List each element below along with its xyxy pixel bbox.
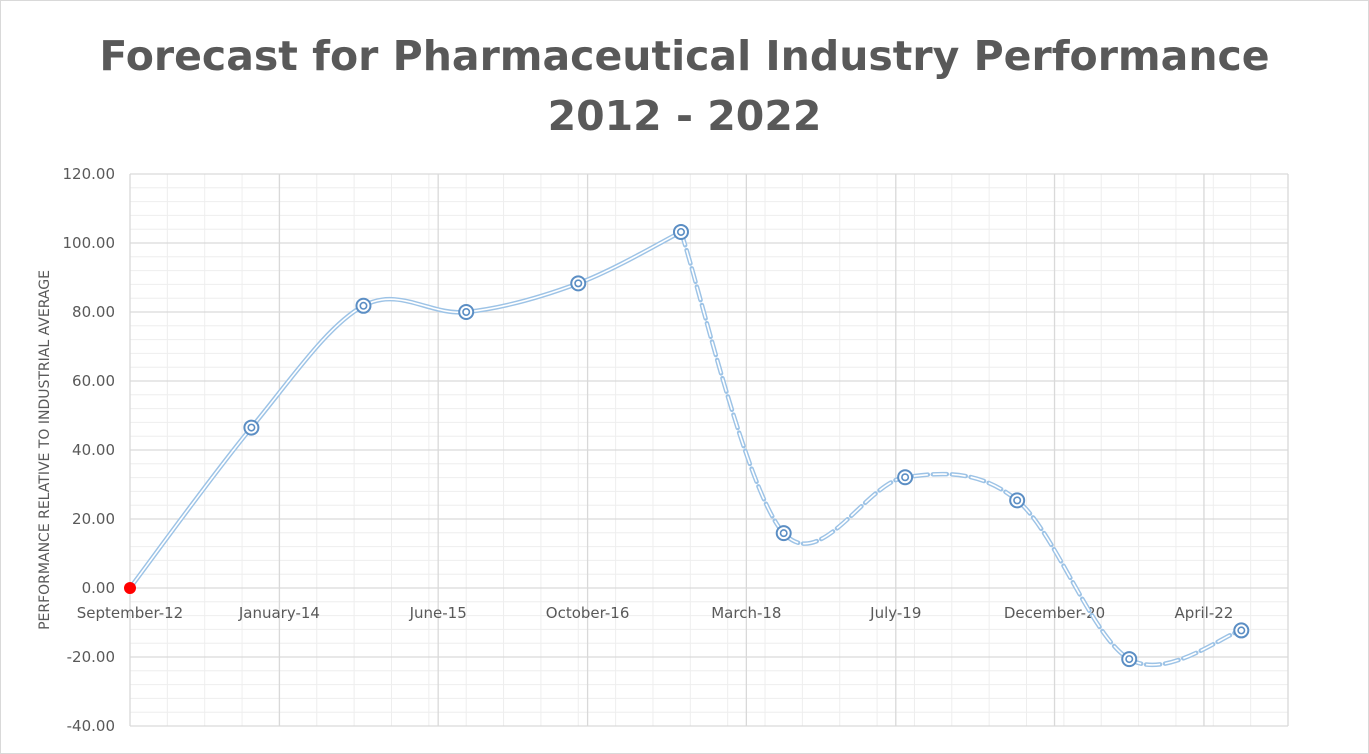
data-point-marker-inner [1013,496,1022,505]
y-tick-label: -40.00 [67,717,115,735]
data-point-marker-inner [1237,626,1246,635]
data-point-marker-inner [359,301,368,310]
data-point-marker [458,304,475,320]
y-tick-label: -20.00 [67,648,115,666]
x-tick-label: October-16 [546,604,630,622]
x-tick-label: April-22 [1175,604,1234,622]
x-tick-label: December-20 [1004,604,1105,622]
y-tick-label: 80.00 [72,303,115,321]
x-tick-label: January-14 [238,604,320,622]
data-point-marker [672,223,689,240]
chart-subtitle: 2012 - 2022 [547,92,822,140]
data-point-marker-inner [901,473,910,482]
gridlines [129,173,1289,727]
y-tick-label: 20.00 [72,510,115,528]
data-point-marker [897,469,914,486]
data-point-marker [243,419,260,436]
y-tick-label: 40.00 [72,441,115,459]
data-point-marker [1009,492,1026,509]
data-point-marker-inner [779,529,788,538]
y-tick-label: 100.00 [63,234,116,252]
y-axis-label: PERFORMANCE RELATIVE TO INDUSTRIAL AVERA… [37,270,53,630]
y-tick-label: 0.00 [82,579,115,597]
data-point-marker [1233,622,1250,639]
data-point-marker [775,525,792,542]
data-point-marker-inner [676,227,685,236]
chart-title: Forecast for Pharmaceutical Industry Per… [99,32,1270,80]
data-point-marker-inner [247,423,256,432]
series-lines [127,229,1244,668]
series-line-inner-solid [129,231,682,589]
y-tick-label: 120.00 [63,165,116,183]
series-markers [124,223,1250,668]
x-tick-label: September-12 [77,604,183,622]
x-tick-label: June-15 [409,604,467,622]
data-point-marker [355,297,372,314]
y-axis-ticks: 120.00 100.00 80.00 60.00 40.00 20.00 0.00 -20.… [63,165,116,735]
data-point-marker-inner [462,307,471,316]
y-tick-label: 60.00 [72,372,115,390]
x-axis-ticks: September-12 January-14 June-15 October-16 M… [77,604,1234,622]
data-point-marker [1121,651,1138,668]
series-line-solid [127,229,684,591]
x-tick-label: March-18 [711,604,781,622]
highlight-point [124,582,136,594]
data-point-marker-inner [1125,655,1134,664]
data-point-marker [570,275,587,292]
data-point-marker-inner [574,279,583,288]
x-tick-label: July-19 [869,604,921,622]
